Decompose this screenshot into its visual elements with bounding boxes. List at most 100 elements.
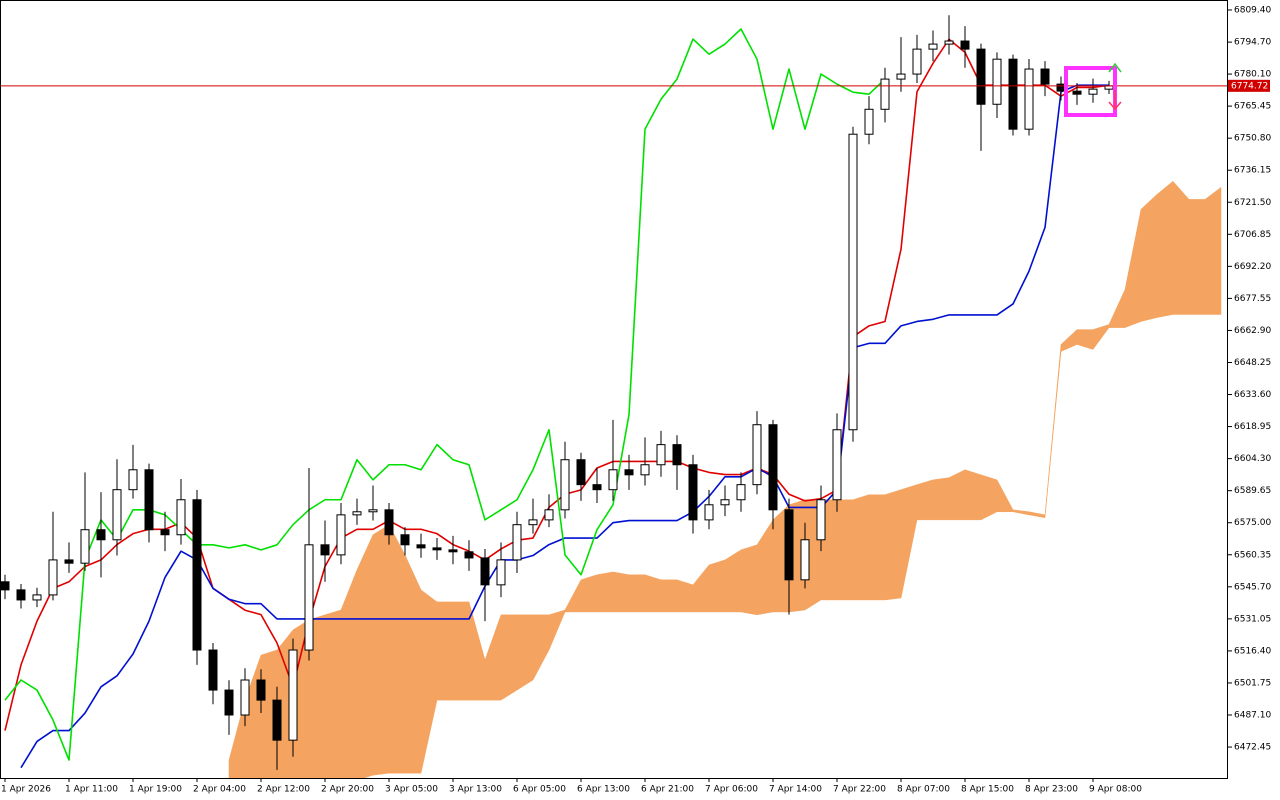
candle-body (352, 511, 362, 516)
y-tick-label: 6472.45 (1234, 743, 1271, 753)
candle-body (496, 559, 506, 586)
y-tick-label: 6545.70 (1234, 582, 1271, 592)
candle-body (192, 499, 202, 651)
candle-body (880, 78, 890, 110)
candle-body (608, 469, 618, 491)
candle-body (1072, 90, 1082, 95)
candle-body (864, 108, 874, 135)
plot-area (1, 15, 1227, 778)
axes: 6809.40 6794.70 6780.10 6765.45 6750.80 6736.… (1, 5, 1271, 794)
x-tick-label: 1 Apr 11:00 (65, 785, 118, 795)
candle-body (896, 73, 906, 80)
candle-body (800, 539, 810, 581)
candle-body (736, 484, 746, 501)
indicator-line (4, 38, 1110, 731)
x-tick-label: 2 Apr 20:00 (321, 785, 374, 795)
candle-body (416, 544, 426, 549)
y-tick-label: 6633.60 (1234, 390, 1271, 400)
candle-body (480, 557, 490, 586)
sell-arrow (1108, 90, 1122, 111)
x-tick-label: 8 Apr 07:00 (897, 785, 950, 795)
candle-body (848, 133, 858, 431)
price-label-box (1228, 79, 1270, 92)
candle-body (288, 649, 298, 741)
candle-body (816, 499, 826, 541)
candle-body (256, 679, 266, 701)
x-tick-label: 7 Apr 22:00 (833, 785, 886, 795)
y-tick-label: 6736.15 (1234, 166, 1271, 176)
candle-body (592, 484, 602, 491)
candle-body (672, 444, 682, 466)
candle-body (1, 581, 10, 591)
y-tick-label: 6677.55 (1234, 294, 1271, 304)
x-tick-label: 6 Apr 21:00 (641, 785, 694, 795)
candle-body (400, 534, 410, 546)
x-tick-label: 7 Apr 14:00 (769, 785, 822, 795)
y-tick-label: 6560.35 (1234, 550, 1271, 560)
candle-body (1040, 68, 1050, 85)
price-label: 6774.72 (1231, 81, 1268, 91)
candle-body (320, 544, 330, 556)
candle-body (336, 514, 346, 556)
x-tick-label: 8 Apr 23:00 (1025, 785, 1078, 795)
y-tick-label: 6604.30 (1234, 454, 1271, 464)
x-tick-label: 2 Apr 12:00 (257, 785, 310, 795)
y-tick-label: 6589.65 (1234, 486, 1271, 496)
buy-arrow (1108, 62, 1122, 73)
candle-body (144, 469, 154, 531)
candle-body (176, 499, 186, 536)
candle-body (944, 40, 954, 45)
candle-body (128, 469, 138, 491)
candle-body (1104, 85, 1114, 90)
y-tick-label: 6575.00 (1234, 518, 1271, 528)
candle-body (688, 464, 698, 521)
x-tick-label: 3 Apr 05:00 (385, 785, 438, 795)
signal-annotation (1064, 62, 1122, 117)
candle-body (560, 459, 570, 511)
x-tick-label: 6 Apr 05:00 (513, 785, 566, 795)
candle-body (960, 40, 970, 50)
candle-body (224, 689, 234, 716)
candle-body (64, 559, 74, 564)
y-tick-label: 6648.25 (1234, 358, 1271, 368)
candle-body (576, 459, 586, 486)
candle-body (976, 48, 986, 105)
x-tick-label: 2 Apr 04:00 (193, 785, 246, 795)
candle-body (1008, 58, 1018, 130)
candle-body (832, 429, 842, 501)
indicator-line (20, 84, 1109, 769)
candle-body (432, 547, 442, 551)
candle-body (704, 504, 714, 521)
x-tick-label: 7 Apr 06:00 (705, 785, 758, 795)
candle-body (448, 549, 458, 553)
x-tick-label: 8 Apr 15:00 (961, 785, 1014, 795)
candle-body (48, 559, 58, 596)
y-tick-label: 6750.80 (1234, 134, 1271, 144)
candle-body (912, 48, 922, 75)
y-tick-label: 6501.75 (1234, 678, 1271, 688)
y-tick-label: 6765.45 (1234, 102, 1271, 112)
candle-body (992, 58, 1002, 105)
y-tick-label: 6780.10 (1234, 70, 1271, 80)
candle-body (96, 529, 106, 541)
candle-body (768, 424, 778, 511)
candle-body (784, 509, 794, 581)
y-tick-label: 6794.70 (1234, 38, 1271, 48)
candle-body (928, 43, 938, 50)
candle-body (512, 524, 522, 561)
candle-body (464, 551, 474, 559)
plot-frame (0, 0, 1228, 779)
candle-body (528, 519, 538, 526)
candle-body (32, 594, 42, 601)
candle-body (384, 509, 394, 536)
candle-body (240, 679, 250, 716)
candle-body (80, 529, 90, 564)
candle-body (640, 464, 650, 476)
candle-body (752, 424, 762, 486)
candle-body (1088, 88, 1098, 95)
x-tick-label: 9 Apr 08:00 (1089, 785, 1142, 795)
candle-body (16, 589, 26, 601)
